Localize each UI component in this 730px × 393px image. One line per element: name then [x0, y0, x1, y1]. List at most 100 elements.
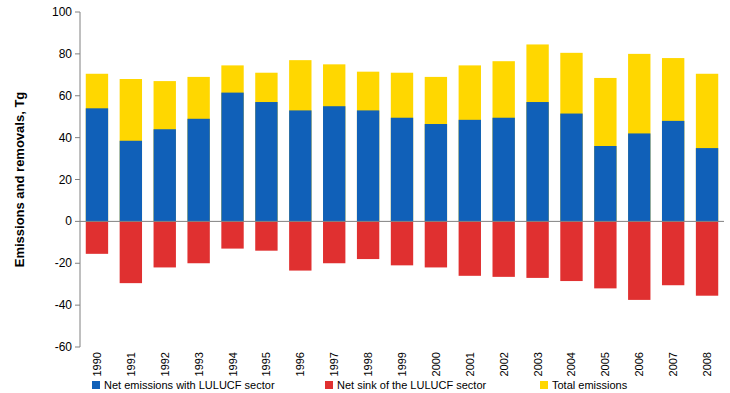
bar [628, 133, 650, 221]
x-tick-label: 1995 [260, 352, 272, 376]
x-tick-label: 2003 [532, 352, 544, 376]
x-tick-label: 1996 [294, 352, 306, 376]
bar [221, 65, 243, 221]
x-tick-label: 2004 [565, 352, 577, 376]
bar [323, 64, 345, 221]
bar [221, 93, 243, 222]
bar [628, 221, 650, 300]
x-tick-label: 2005 [599, 352, 611, 376]
x-tick-label: 2001 [464, 352, 476, 376]
x-tick-label: 1992 [159, 352, 171, 376]
y-tick-label: 20 [59, 173, 73, 187]
x-tick-label: 1991 [125, 352, 137, 376]
legend-label: Net emissions with LULUCF sector [104, 379, 275, 391]
bar [492, 221, 514, 276]
y-tick-label: 80 [59, 47, 73, 61]
bar [120, 221, 142, 283]
bar [492, 118, 514, 222]
y-axis-label: Emissions and removals, Tg [12, 92, 27, 268]
legend-label: Net sink of the LULUCF sector [337, 379, 487, 391]
y-tick [75, 263, 80, 264]
bar [357, 72, 379, 222]
bar [492, 61, 514, 221]
bar [696, 221, 718, 295]
chart: -60 -40 -20 0 20 40 60 80 100 1990 1991 1992 1993 199… [0, 0, 730, 393]
y-tick [75, 221, 80, 222]
bar [187, 221, 209, 263]
x-tick-label: 1997 [328, 352, 340, 376]
bars [86, 44, 718, 299]
bar [323, 106, 345, 221]
y-tick [75, 137, 80, 138]
bar [391, 221, 413, 265]
bar [221, 221, 243, 248]
y-tick [75, 179, 80, 180]
y-tick [75, 95, 80, 96]
bar [662, 58, 684, 221]
bar [154, 221, 176, 267]
x-axis [80, 221, 724, 222]
x-tick-label: 2006 [633, 352, 645, 376]
x-tick-label: 1999 [396, 352, 408, 376]
y-tick [75, 12, 80, 13]
bar [86, 108, 108, 221]
bar [425, 221, 447, 267]
legend: Net emissions with LULUCF sector Net sink… [92, 379, 628, 391]
bar [594, 78, 616, 221]
bar [86, 221, 108, 253]
bar [391, 118, 413, 222]
x-tick-label: 2008 [701, 352, 713, 376]
bar [391, 73, 413, 222]
legend-swatch [325, 381, 333, 389]
bar [357, 221, 379, 259]
bar [560, 221, 582, 281]
bar [120, 141, 142, 222]
bar [255, 221, 277, 250]
bar [120, 79, 142, 221]
bar [289, 221, 311, 270]
y-tick [75, 305, 80, 306]
bar [289, 60, 311, 221]
bar [526, 221, 548, 278]
bar [255, 102, 277, 221]
bar [425, 77, 447, 221]
y-tick-label: 60 [59, 89, 73, 103]
y-tick-label: 100 [52, 5, 72, 19]
bar [526, 44, 548, 221]
y-tick-label: 0 [65, 214, 72, 228]
legend-swatch [540, 381, 548, 389]
bar [289, 110, 311, 221]
bar [696, 148, 718, 221]
y-tick-label: -20 [55, 256, 73, 270]
x-tick-label: 2002 [498, 352, 510, 376]
bar [459, 221, 481, 275]
bar [594, 146, 616, 221]
bar [187, 119, 209, 222]
y-tick [75, 347, 80, 348]
bar [696, 74, 718, 222]
bar [459, 120, 481, 222]
legend-swatch [92, 381, 100, 389]
bar [560, 53, 582, 222]
bar [526, 102, 548, 221]
bar [560, 114, 582, 222]
bar [459, 65, 481, 221]
y-tick-label: 40 [59, 131, 73, 145]
bar [628, 54, 650, 222]
bar [255, 73, 277, 222]
y-tick-label: -60 [55, 340, 73, 354]
legend-label: Total emissions [552, 379, 628, 391]
x-tick-label: 1993 [193, 352, 205, 376]
bar [662, 121, 684, 222]
x-tick-label: 1990 [91, 352, 103, 376]
bar [425, 124, 447, 221]
bar [357, 110, 379, 221]
bar [187, 77, 209, 221]
y-tick-label: -40 [55, 298, 73, 312]
bar [154, 129, 176, 221]
y-tick [75, 53, 80, 54]
bar [86, 74, 108, 222]
bar [154, 81, 176, 221]
x-tick-label: 2007 [667, 352, 679, 376]
x-tick-label: 1998 [362, 352, 374, 376]
